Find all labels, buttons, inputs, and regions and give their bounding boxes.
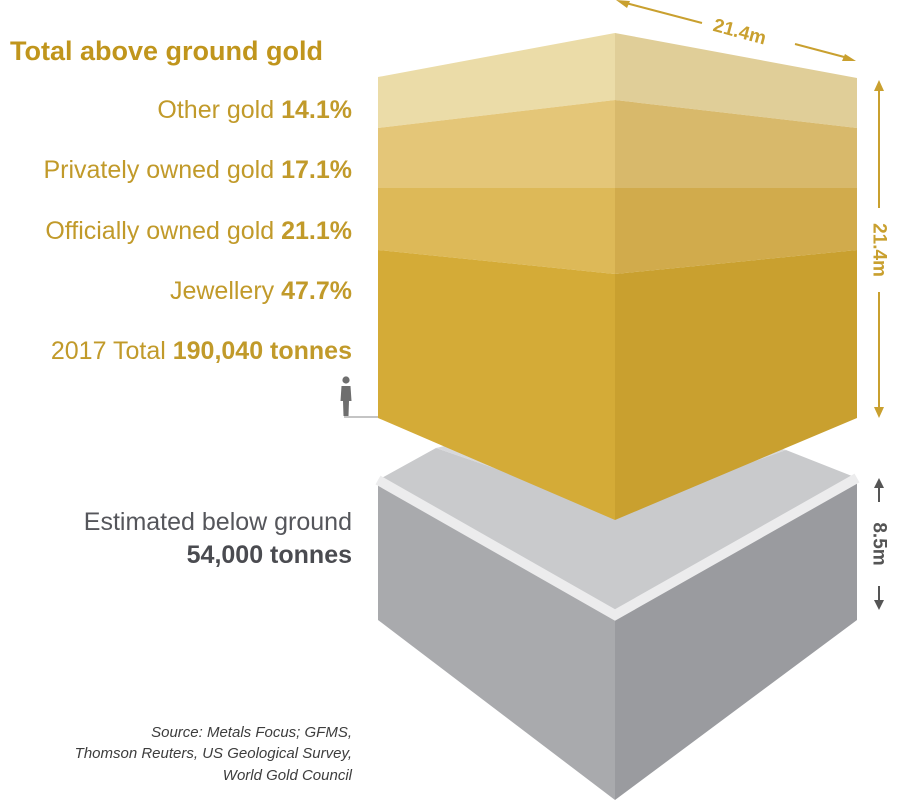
total-prefix: 2017 Total xyxy=(50,337,166,365)
below-ground-top-face xyxy=(378,448,857,615)
width-dimension xyxy=(616,0,856,61)
layer-label-official: Officially owned gold 21.1% xyxy=(45,219,352,244)
layer-jewellery-left-face xyxy=(378,250,615,520)
layer-value: 47.7% xyxy=(281,277,352,305)
layer-private-right-face xyxy=(615,100,857,188)
layer-label-private: Privately owned gold 17.1% xyxy=(43,158,352,183)
gold-cube xyxy=(378,33,857,520)
below-ground-value: 54,000 tonnes xyxy=(186,541,352,569)
layer-label-jewellery: Jewellery 47.7% xyxy=(170,279,352,304)
layer-name: Officially owned gold xyxy=(45,217,275,245)
below-ground-label: Estimated below ground 54,000 tonnes xyxy=(84,506,352,572)
height-dimension xyxy=(874,80,884,418)
source-note: Source: Metals Focus; GFMS, Thomson Reut… xyxy=(75,722,352,786)
layer-official-left-face xyxy=(378,188,615,274)
layer-jewellery-right-face xyxy=(615,250,857,520)
layer-name: Privately owned gold xyxy=(43,156,275,184)
person-scale-icon xyxy=(340,376,352,416)
width-dimension-label: 21.4m xyxy=(711,15,768,49)
layer-name: Jewellery xyxy=(169,277,275,305)
below-ground-right-face xyxy=(615,478,857,800)
total-value: 190,040 tonnes xyxy=(172,337,352,365)
layer-name: Other gold xyxy=(157,96,275,124)
layer-label-other: Other gold 14.1% xyxy=(157,98,352,123)
layer-value: 21.1% xyxy=(281,217,352,245)
depth-dimension xyxy=(874,478,884,610)
layer-other-left-face xyxy=(378,33,615,128)
total-label: 2017 Total 190,040 tonnes xyxy=(51,339,352,364)
below-ground-rim xyxy=(375,473,860,621)
layer-official-right-face xyxy=(615,188,857,274)
source-line: World Gold Council xyxy=(222,766,352,784)
layer-private-left-face xyxy=(378,100,615,188)
depth-dimension-label: 8.5m xyxy=(869,522,890,565)
below-ground-title: Estimated below ground xyxy=(83,508,352,536)
source-line: Source: Metals Focus; GFMS, xyxy=(151,724,352,741)
height-dimension-label: 21.4m xyxy=(869,223,890,277)
source-line: Thomson Reuters, US Geological Survey, xyxy=(74,745,352,763)
below-ground-left-face xyxy=(378,480,615,800)
layer-value: 14.1% xyxy=(281,96,352,124)
chart-title: Total above ground gold xyxy=(10,36,323,66)
layer-value: 17.1% xyxy=(281,156,352,184)
below-ground-block xyxy=(375,438,860,800)
layer-other-right-face xyxy=(615,33,857,128)
